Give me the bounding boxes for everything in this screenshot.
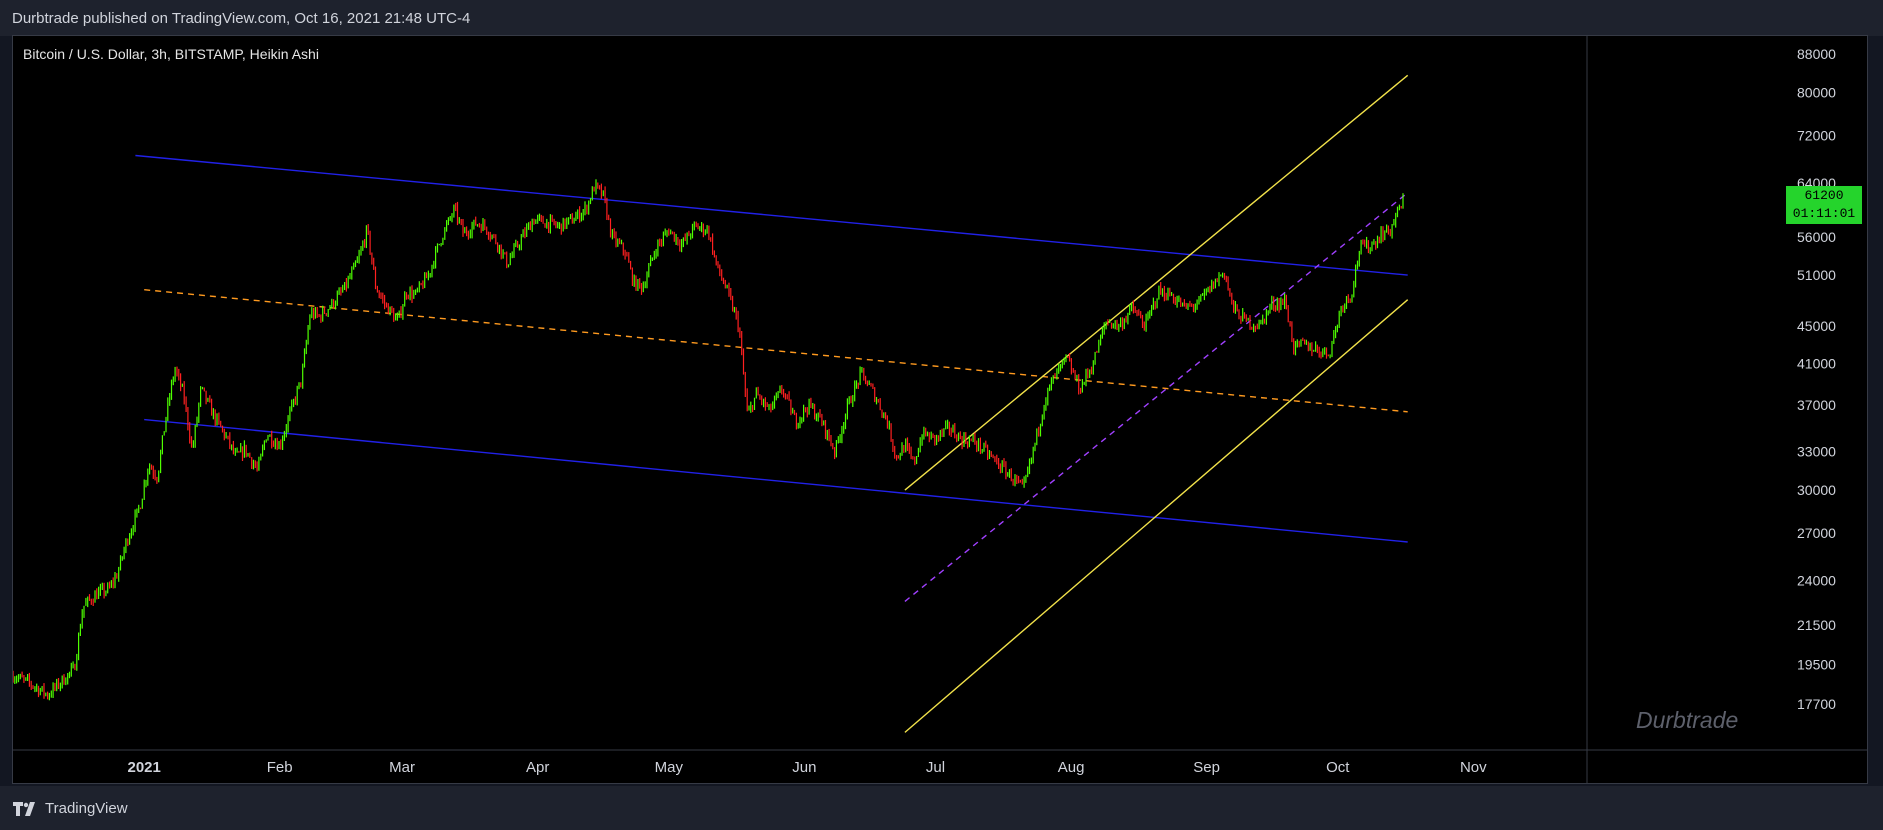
- last-price: 61200: [1804, 188, 1844, 203]
- x-tick-label: Mar: [389, 759, 415, 776]
- publish-header: Durbtrade published on TradingView.com, …: [0, 0, 1883, 36]
- rising-lower-line[interactable]: [904, 299, 1409, 733]
- candles: [13, 179, 1404, 701]
- y-tick-label: 45000: [1797, 318, 1836, 334]
- y-tick-label: 37000: [1797, 397, 1836, 413]
- y-tick-label: 88000: [1797, 46, 1836, 62]
- tradingview-logo-icon: [13, 801, 35, 816]
- y-tick-label: 19500: [1797, 657, 1836, 673]
- author-watermark: Durbtrade: [1636, 707, 1739, 733]
- x-tick-label: 2021: [128, 759, 161, 776]
- y-tick-label: 72000: [1797, 127, 1836, 143]
- publish-info: Durbtrade published on TradingView.com, …: [12, 10, 471, 27]
- y-tick-label: 51000: [1797, 267, 1836, 283]
- channel-upper-line[interactable]: [135, 154, 1408, 276]
- x-tick-label: Oct: [1326, 759, 1350, 776]
- footer-bar: TradingView: [0, 786, 1883, 830]
- price-area-fill: [13, 179, 1403, 750]
- rising-dashed-line[interactable]: [904, 192, 1409, 602]
- chart-title: Bitcoin / U.S. Dollar, 3h, BITSTAMP, Hei…: [23, 46, 319, 62]
- tradingview-brand[interactable]: TradingView: [13, 800, 128, 817]
- y-tick-label: 17700: [1797, 696, 1836, 712]
- y-tick-label: 33000: [1797, 444, 1836, 460]
- y-tick-label: 27000: [1797, 525, 1836, 541]
- x-tick-label: Apr: [526, 759, 549, 776]
- y-tick-label: 41000: [1797, 356, 1836, 372]
- y-tick-label: 21500: [1797, 617, 1836, 633]
- x-tick-label: Jul: [926, 759, 945, 776]
- x-tick-label: May: [655, 759, 684, 776]
- bar-countdown: 01:11:01: [1792, 206, 1856, 221]
- channel-midline-line[interactable]: [144, 289, 1408, 413]
- tradingview-label: TradingView: [45, 800, 128, 817]
- x-tick-label: Aug: [1058, 759, 1085, 776]
- y-tick-label: 80000: [1797, 85, 1836, 101]
- rising-upper-line[interactable]: [904, 74, 1409, 491]
- x-tick-label: Nov: [1460, 759, 1487, 776]
- x-tick-label: Sep: [1193, 759, 1220, 776]
- channel-lower-line[interactable]: [144, 418, 1408, 543]
- y-tick-label: 24000: [1797, 573, 1836, 589]
- price-area: [13, 179, 1403, 750]
- x-tick-label: Feb: [267, 759, 293, 776]
- x-tick-label: Jun: [792, 759, 816, 776]
- last-price-badge: 61200 01:11:01: [1786, 186, 1862, 224]
- y-tick-label: 30000: [1797, 482, 1836, 498]
- y-tick-label: 56000: [1797, 229, 1836, 245]
